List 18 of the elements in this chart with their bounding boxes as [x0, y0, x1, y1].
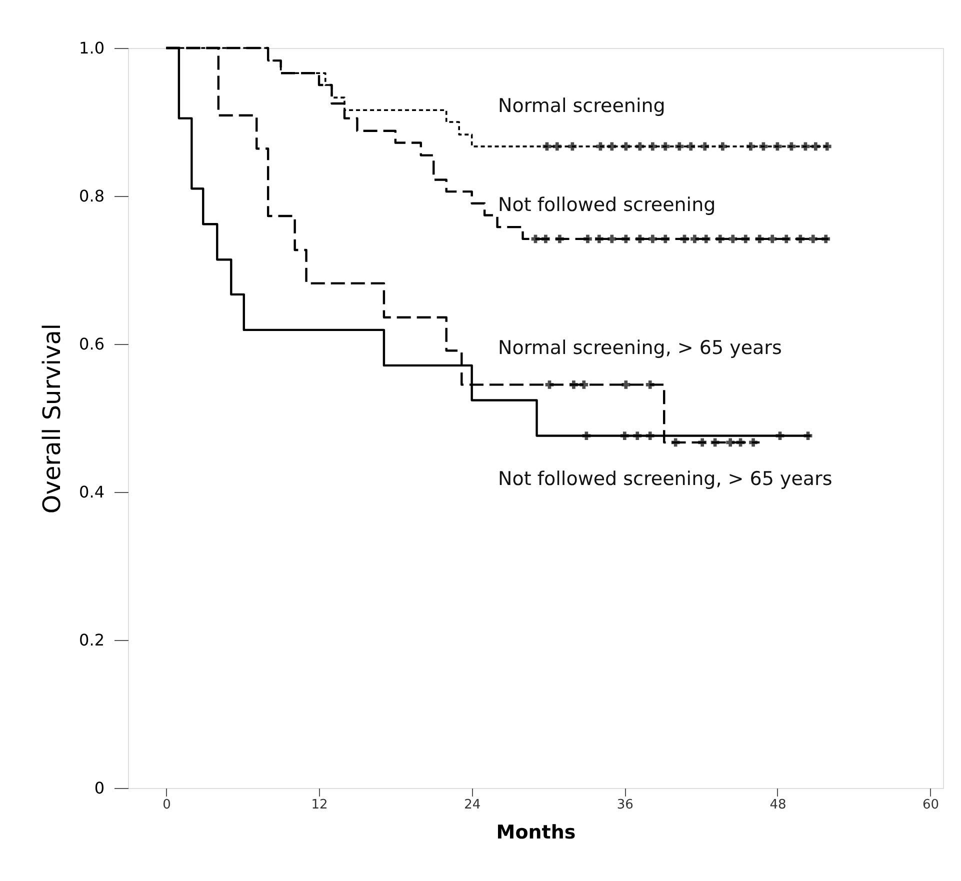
x-tick-label: 24 [464, 798, 481, 812]
x-tick-label: 60 [922, 798, 940, 812]
x-tick-label: 0 [162, 798, 171, 812]
y-tick-label: 0 [94, 778, 104, 798]
annotation: Normal screening, > 65 years [498, 337, 782, 359]
x-tick-label: 48 [770, 798, 786, 812]
y-tick-label: 0.8 [79, 186, 104, 206]
annotation: Not followed screening, > 65 years [498, 468, 832, 490]
x-axis-title: Months [496, 822, 576, 844]
y-tick-label: 1.0 [79, 38, 104, 58]
annotation: Not followed screening [498, 194, 716, 216]
y-tick-label: 0.4 [79, 482, 104, 502]
y-tick-label: 0.6 [79, 334, 104, 354]
y-tick-label: 0.2 [79, 630, 104, 650]
annotation: Normal screening [498, 95, 666, 117]
y-axis-title: Overall Survival [38, 323, 66, 514]
x-tick-label: 36 [616, 798, 634, 812]
x-tick-label: 12 [311, 798, 328, 812]
